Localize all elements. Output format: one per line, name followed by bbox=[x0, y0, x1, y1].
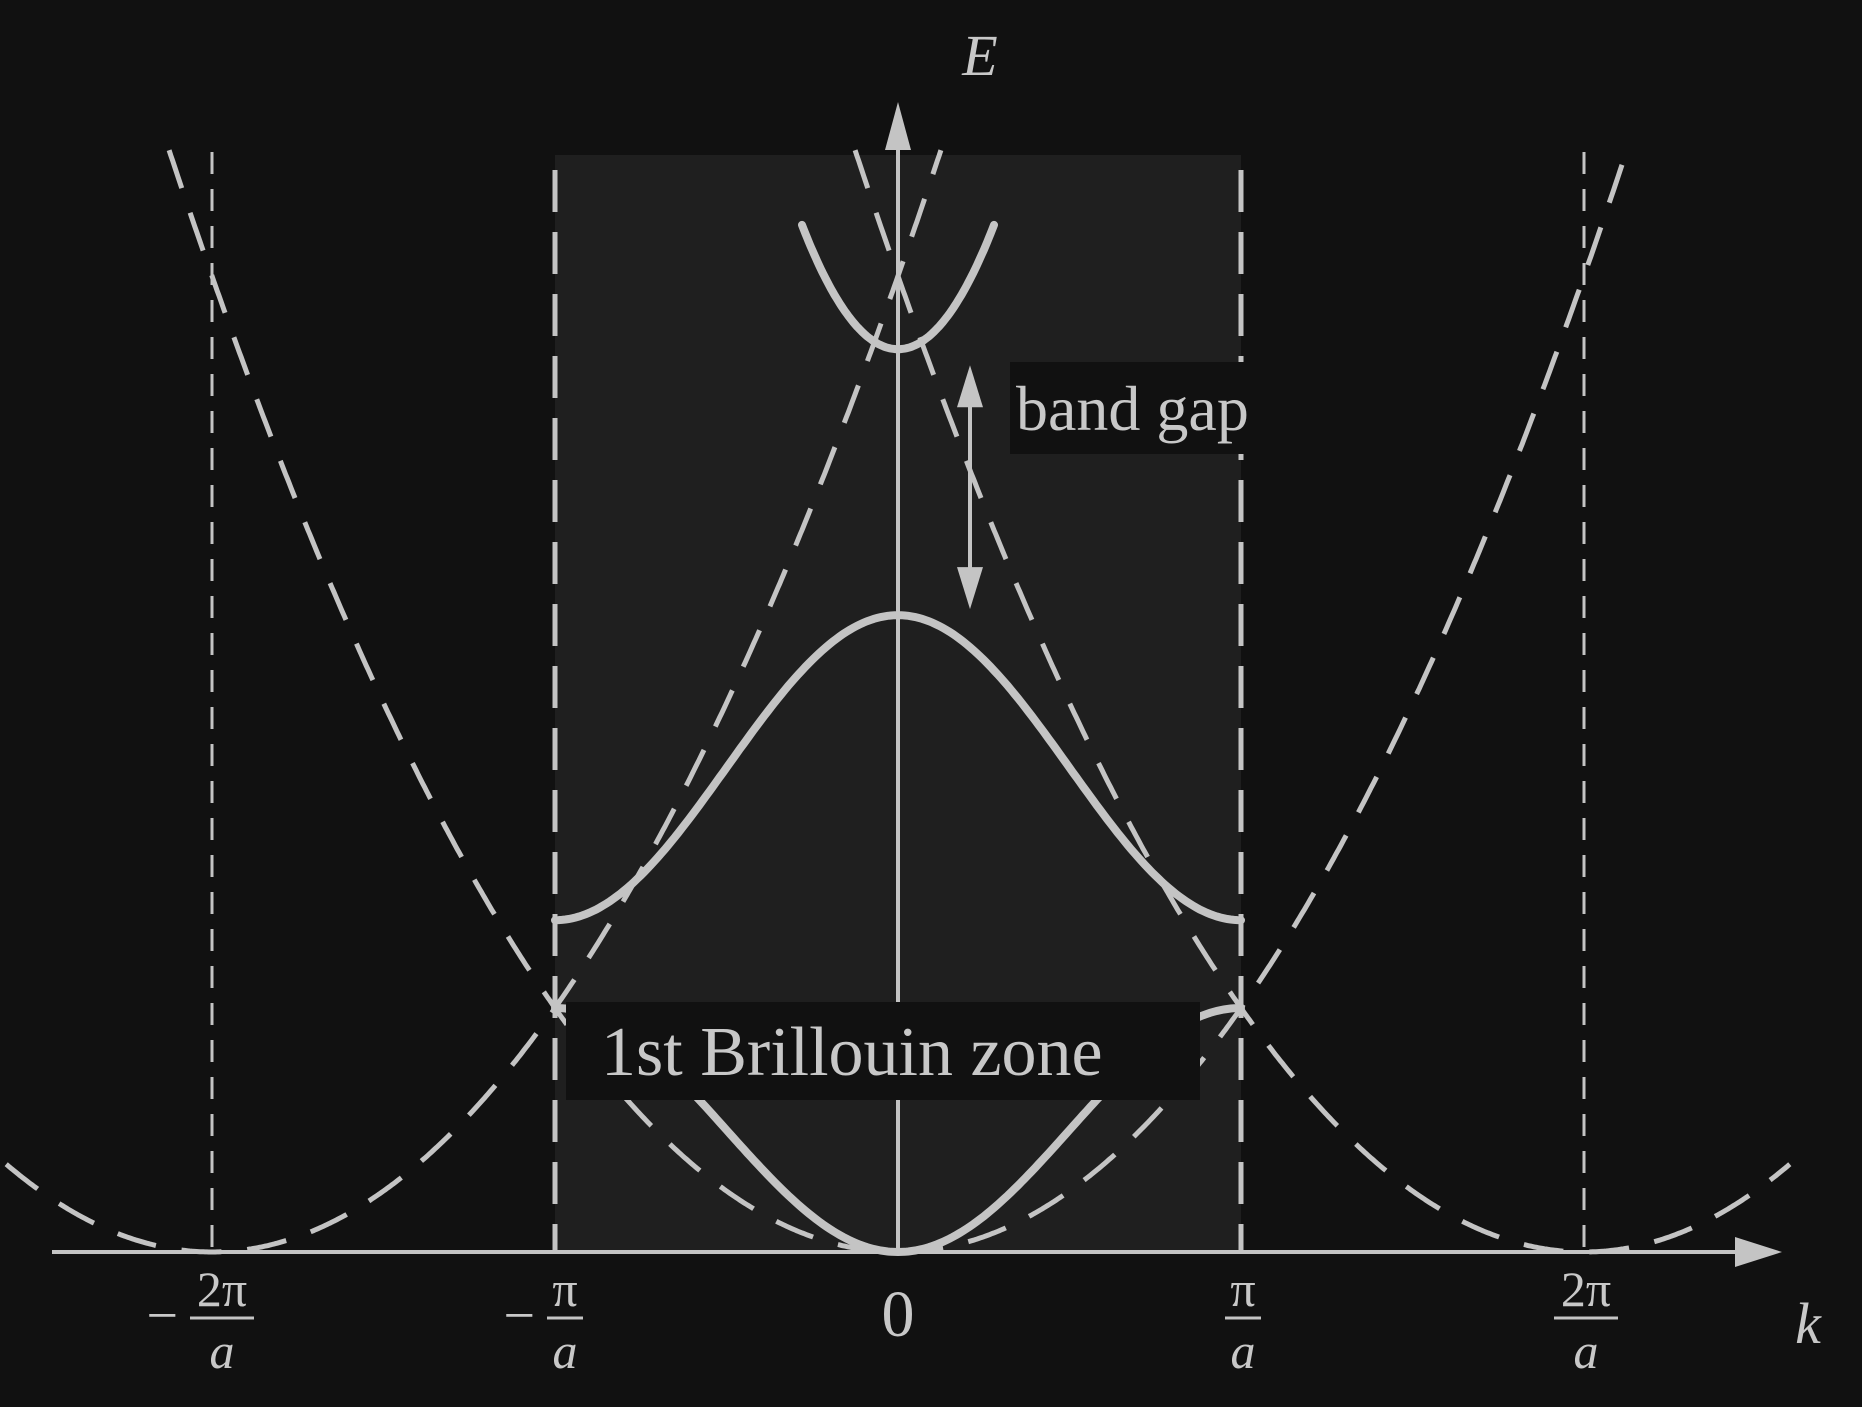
k-tick-denominator: a bbox=[553, 1323, 578, 1379]
free-electron-parabolas bbox=[4, 149, 1792, 1255]
k-tick-label: πa bbox=[1225, 1261, 1261, 1379]
band-gap-arrowhead-bottom bbox=[957, 567, 983, 610]
k-axis-label: k bbox=[1795, 1291, 1822, 1356]
band-gap-arrowhead-top bbox=[957, 365, 983, 408]
k-tick-zero: 0 bbox=[882, 1278, 915, 1351]
zone-label-background bbox=[566, 1002, 1200, 1100]
band-gap-annotation: band gap bbox=[957, 362, 1316, 610]
k-tick-minus-sign: − bbox=[503, 1285, 535, 1347]
k-tick-denominator: a bbox=[1574, 1323, 1599, 1379]
k-axis-arrowhead bbox=[1735, 1237, 1782, 1267]
k-tick-denominator: a bbox=[210, 1323, 235, 1379]
energy-axis-label: E bbox=[961, 23, 997, 88]
k-tick-label: πa− bbox=[503, 1261, 583, 1379]
free-electron-parabola bbox=[852, 149, 1792, 1255]
k-tick-label: 2π a− bbox=[146, 1261, 254, 1379]
k-tick-numerator: 2π bbox=[1561, 1261, 1611, 1317]
band-gap-label: band gap bbox=[1016, 373, 1249, 444]
k-tick-minus-sign: − bbox=[146, 1285, 178, 1347]
k-tick-label: 0 bbox=[882, 1278, 915, 1351]
k-tick-numerator: π bbox=[1230, 1261, 1255, 1317]
k-tick-label: 2π a bbox=[1554, 1261, 1618, 1379]
k-tick-numerator: π bbox=[552, 1261, 577, 1317]
k-tick-denominator: a bbox=[1231, 1323, 1256, 1379]
band-gap-label-background bbox=[1010, 362, 1316, 454]
brillouin-zone-edges bbox=[552, 170, 1244, 1252]
free-electron-parabola bbox=[4, 149, 944, 1255]
brillouin-zone-label: 1st Brillouin zone bbox=[601, 1014, 1103, 1091]
brillouin-zone-annotation: 1st Brillouin zone bbox=[566, 1002, 1200, 1100]
energy-axis-arrowhead bbox=[885, 102, 911, 150]
k-tick-numerator: 2π bbox=[197, 1261, 247, 1317]
